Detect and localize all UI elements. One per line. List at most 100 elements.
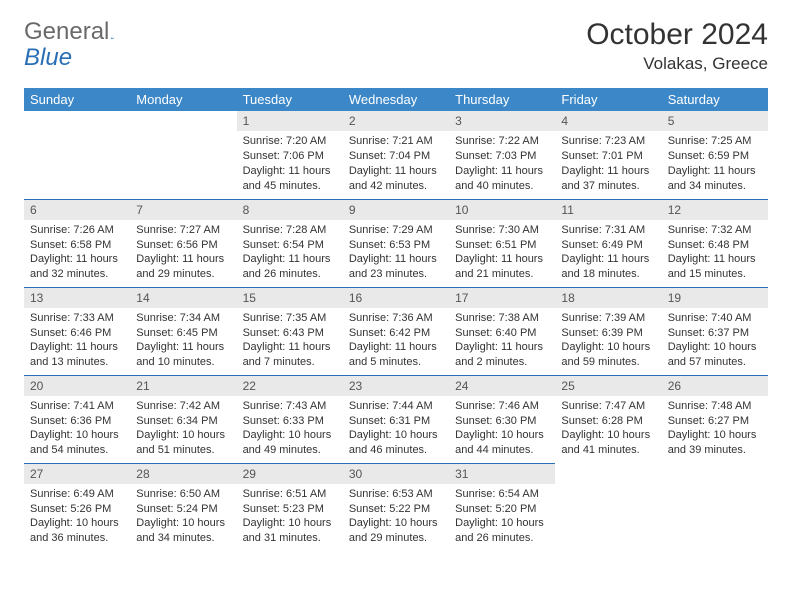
day-info: Sunrise: 7:29 AMSunset: 6:53 PMDaylight:… [343,220,449,286]
daylight-line: Daylight: 11 hours and 5 minutes. [349,340,443,370]
day-number: 31 [449,464,555,484]
day-number: 27 [24,464,130,484]
daylight-line: Daylight: 11 hours and 10 minutes. [136,340,230,370]
day-info: Sunrise: 7:38 AMSunset: 6:40 PMDaylight:… [449,308,555,374]
sunset-line: Sunset: 6:31 PM [349,414,443,429]
calendar-table: Sunday Monday Tuesday Wednesday Thursday… [24,88,768,551]
calendar-cell: 16Sunrise: 7:36 AMSunset: 6:42 PMDayligh… [343,287,449,375]
day-number: 15 [237,288,343,308]
weekday-header: Sunday [24,88,130,111]
sunset-line: Sunset: 6:53 PM [349,238,443,253]
sunrise-line: Sunrise: 7:23 AM [561,134,655,149]
weekday-header: Wednesday [343,88,449,111]
day-number: 21 [130,376,236,396]
calendar-cell: 26Sunrise: 7:48 AMSunset: 6:27 PMDayligh… [662,375,768,463]
day-info: Sunrise: 7:41 AMSunset: 6:36 PMDaylight:… [24,396,130,462]
sunset-line: Sunset: 6:58 PM [30,238,124,253]
calendar-row: 20Sunrise: 7:41 AMSunset: 6:36 PMDayligh… [24,375,768,463]
day-number: 5 [662,111,768,131]
daylight-line: Daylight: 11 hours and 26 minutes. [243,252,337,282]
sunrise-line: Sunrise: 7:40 AM [668,311,762,326]
sunset-line: Sunset: 6:54 PM [243,238,337,253]
sunrise-line: Sunrise: 6:50 AM [136,487,230,502]
daylight-line: Daylight: 10 hours and 57 minutes. [668,340,762,370]
sunset-line: Sunset: 5:24 PM [136,502,230,517]
day-number: 4 [555,111,661,131]
sunrise-line: Sunrise: 7:28 AM [243,223,337,238]
day-number: 16 [343,288,449,308]
calendar-cell: 30Sunrise: 6:53 AMSunset: 5:22 PMDayligh… [343,463,449,551]
day-info: Sunrise: 6:54 AMSunset: 5:20 PMDaylight:… [449,484,555,550]
calendar-row: 27Sunrise: 6:49 AMSunset: 5:26 PMDayligh… [24,463,768,551]
calendar-cell: 20Sunrise: 7:41 AMSunset: 6:36 PMDayligh… [24,375,130,463]
day-info: Sunrise: 7:40 AMSunset: 6:37 PMDaylight:… [662,308,768,374]
calendar-cell: 21Sunrise: 7:42 AMSunset: 6:34 PMDayligh… [130,375,236,463]
day-info: Sunrise: 6:50 AMSunset: 5:24 PMDaylight:… [130,484,236,550]
day-info: Sunrise: 7:20 AMSunset: 7:06 PMDaylight:… [237,131,343,197]
sunrise-line: Sunrise: 7:27 AM [136,223,230,238]
day-info: Sunrise: 7:30 AMSunset: 6:51 PMDaylight:… [449,220,555,286]
daylight-line: Daylight: 11 hours and 40 minutes. [455,164,549,194]
day-info: Sunrise: 7:36 AMSunset: 6:42 PMDaylight:… [343,308,449,374]
logo: General [24,18,131,46]
day-number: 20 [24,376,130,396]
daylight-line: Daylight: 11 hours and 37 minutes. [561,164,655,194]
day-info: Sunrise: 7:23 AMSunset: 7:01 PMDaylight:… [555,131,661,197]
calendar-cell: 23Sunrise: 7:44 AMSunset: 6:31 PMDayligh… [343,375,449,463]
sunset-line: Sunset: 7:06 PM [243,149,337,164]
sunset-line: Sunset: 6:42 PM [349,326,443,341]
calendar-cell: 1Sunrise: 7:20 AMSunset: 7:06 PMDaylight… [237,111,343,199]
day-info: Sunrise: 7:27 AMSunset: 6:56 PMDaylight:… [130,220,236,286]
daylight-line: Daylight: 11 hours and 7 minutes. [243,340,337,370]
calendar-cell: 18Sunrise: 7:39 AMSunset: 6:39 PMDayligh… [555,287,661,375]
calendar-cell: 17Sunrise: 7:38 AMSunset: 6:40 PMDayligh… [449,287,555,375]
day-info: Sunrise: 6:49 AMSunset: 5:26 PMDaylight:… [24,484,130,550]
daylight-line: Daylight: 11 hours and 2 minutes. [455,340,549,370]
day-number: 12 [662,200,768,220]
calendar-cell: 3Sunrise: 7:22 AMSunset: 7:03 PMDaylight… [449,111,555,199]
day-info: Sunrise: 7:28 AMSunset: 6:54 PMDaylight:… [237,220,343,286]
sunrise-line: Sunrise: 7:38 AM [455,311,549,326]
day-number: 2 [343,111,449,131]
daylight-line: Daylight: 11 hours and 34 minutes. [668,164,762,194]
sunrise-line: Sunrise: 7:20 AM [243,134,337,149]
daylight-line: Daylight: 10 hours and 36 minutes. [30,516,124,546]
calendar-row: 6Sunrise: 7:26 AMSunset: 6:58 PMDaylight… [24,199,768,287]
calendar-cell [662,463,768,551]
day-number: 11 [555,200,661,220]
sunset-line: Sunset: 6:45 PM [136,326,230,341]
daylight-line: Daylight: 11 hours and 42 minutes. [349,164,443,194]
day-info: Sunrise: 7:42 AMSunset: 6:34 PMDaylight:… [130,396,236,462]
calendar-row: 13Sunrise: 7:33 AMSunset: 6:46 PMDayligh… [24,287,768,375]
day-number: 24 [449,376,555,396]
day-info: Sunrise: 7:25 AMSunset: 6:59 PMDaylight:… [662,131,768,197]
sunset-line: Sunset: 6:48 PM [668,238,762,253]
sunrise-line: Sunrise: 7:22 AM [455,134,549,149]
day-info: Sunrise: 7:31 AMSunset: 6:49 PMDaylight:… [555,220,661,286]
sunset-line: Sunset: 6:34 PM [136,414,230,429]
weekday-header: Friday [555,88,661,111]
daylight-line: Daylight: 10 hours and 59 minutes. [561,340,655,370]
sunrise-line: Sunrise: 7:36 AM [349,311,443,326]
daylight-line: Daylight: 10 hours and 34 minutes. [136,516,230,546]
daylight-line: Daylight: 11 hours and 32 minutes. [30,252,124,282]
sunset-line: Sunset: 7:03 PM [455,149,549,164]
sunset-line: Sunset: 6:30 PM [455,414,549,429]
day-number: 14 [130,288,236,308]
sunrise-line: Sunrise: 6:51 AM [243,487,337,502]
day-number: 6 [24,200,130,220]
day-number: 19 [662,288,768,308]
daylight-line: Daylight: 10 hours and 54 minutes. [30,428,124,458]
sunrise-line: Sunrise: 7:33 AM [30,311,124,326]
sunrise-line: Sunrise: 7:25 AM [668,134,762,149]
calendar-cell: 27Sunrise: 6:49 AMSunset: 5:26 PMDayligh… [24,463,130,551]
daylight-line: Daylight: 10 hours and 29 minutes. [349,516,443,546]
daylight-line: Daylight: 10 hours and 31 minutes. [243,516,337,546]
weekday-header-row: Sunday Monday Tuesday Wednesday Thursday… [24,88,768,111]
calendar-cell: 19Sunrise: 7:40 AMSunset: 6:37 PMDayligh… [662,287,768,375]
sunset-line: Sunset: 6:59 PM [668,149,762,164]
sunset-line: Sunset: 7:04 PM [349,149,443,164]
daylight-line: Daylight: 11 hours and 15 minutes. [668,252,762,282]
daylight-line: Daylight: 10 hours and 51 minutes. [136,428,230,458]
day-number: 8 [237,200,343,220]
